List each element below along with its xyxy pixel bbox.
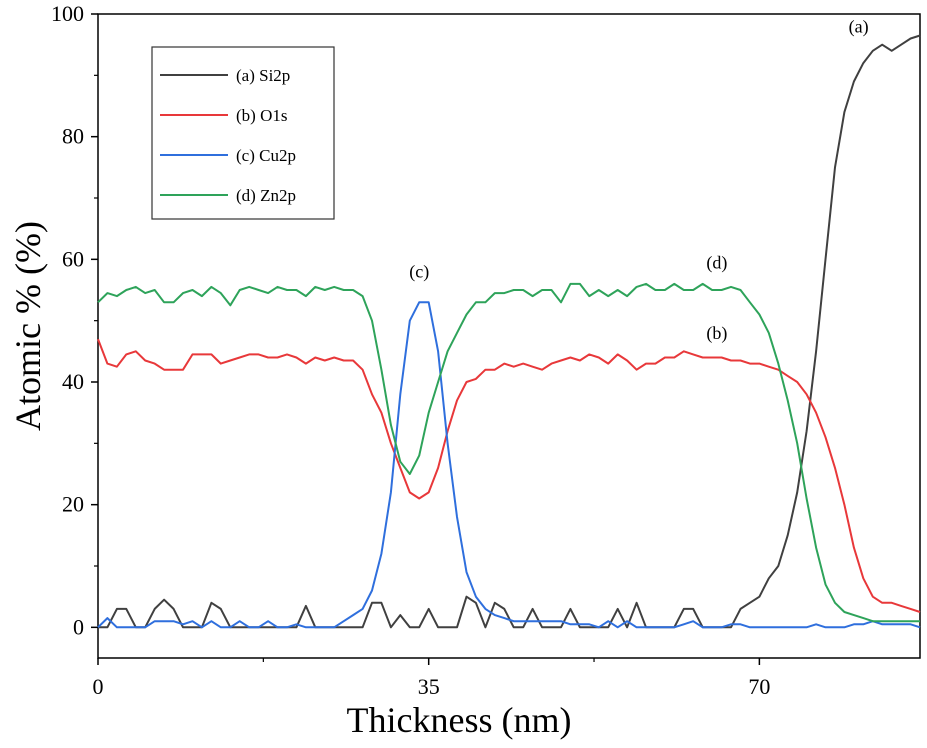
- x-tick-label: 70: [748, 674, 770, 699]
- series-line-3: [97, 301, 921, 629]
- curve-annotation-3: (c): [409, 262, 429, 283]
- curve-annotations: (a) (b) (c) (d): [409, 16, 868, 344]
- curve-annotation-1: (a): [849, 16, 869, 37]
- y-tick-label: 0: [73, 614, 84, 639]
- y-tick-label: 60: [62, 246, 84, 271]
- x-axis-title: Thickness (nm): [347, 700, 572, 740]
- y-tick-label: 20: [62, 492, 84, 517]
- x-tick-label: 35: [418, 674, 440, 699]
- legend-entry: (c) Cu2p: [236, 146, 296, 165]
- curve-annotation-2: (b): [706, 323, 727, 344]
- plot-frame: [97, 13, 921, 659]
- series-line-1: [98, 34, 921, 629]
- y-axis-ticks: 0 20 40 60 80 100: [51, 1, 98, 639]
- plot-area: [97, 13, 921, 659]
- curve-annotation-4: (d): [706, 253, 727, 274]
- x-tick-label: 0: [93, 674, 104, 699]
- y-axis-title: Atomic % (%): [8, 221, 48, 431]
- x-axis-ticks: 0 35 70: [93, 658, 770, 699]
- legend-entry: (b) O1s: [236, 106, 287, 125]
- y-tick-label: 40: [62, 369, 84, 394]
- y-tick-label: 80: [62, 124, 84, 149]
- y-tick-label: 100: [51, 1, 84, 26]
- legend-entry: (a) Si2p: [236, 66, 290, 85]
- legend-entry: (d) Zn2p: [236, 186, 296, 205]
- series-line-4: [97, 282, 920, 623]
- series-line-2: [97, 338, 921, 613]
- legend: (a) Si2p (b) O1s (c) Cu2p (d) Zn2p: [151, 46, 335, 220]
- series-lines: [97, 34, 921, 629]
